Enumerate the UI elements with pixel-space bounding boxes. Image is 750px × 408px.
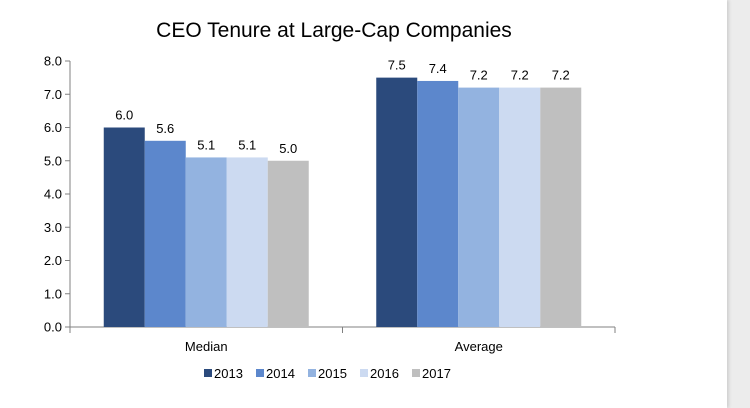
x-axis: Median Average <box>69 326 616 354</box>
data-label: 7.2 <box>511 68 529 83</box>
bar-2014-average <box>417 80 459 327</box>
legend-swatch-2015 <box>308 369 316 377</box>
bar-2017-average <box>540 87 582 327</box>
x-category-label: Average <box>455 339 503 354</box>
bar-2015-median <box>185 157 227 327</box>
y-tick-label: 0.0 <box>44 320 62 335</box>
legend-label: 2014 <box>266 366 295 381</box>
legend-label: 2016 <box>370 366 399 381</box>
bar-2015-average <box>458 87 500 327</box>
y-tick-label: 2.0 <box>44 253 62 268</box>
bar-2017-median <box>267 160 309 327</box>
data-label: 5.6 <box>156 121 174 136</box>
legend-swatch-2016 <box>360 369 368 377</box>
legend-swatch-2017 <box>412 369 420 377</box>
legend-label: 2015 <box>318 366 347 381</box>
y-tick-label: 7.0 <box>44 87 62 102</box>
x-category-label: Median <box>185 339 228 354</box>
bar-2014-median <box>144 140 186 327</box>
data-label: 7.5 <box>388 58 406 73</box>
y-tick-label: 5.0 <box>44 153 62 168</box>
legend-label: 2017 <box>422 366 451 381</box>
data-label: 5.1 <box>238 137 256 152</box>
data-label: 6.0 <box>115 108 133 123</box>
legend-label: 2013 <box>214 366 243 381</box>
y-tick-label: 6.0 <box>44 120 62 135</box>
y-axis: 0.0 1.0 2.0 3.0 4.0 5.0 6.0 7.0 8.0 <box>44 54 71 335</box>
data-label: 7.4 <box>429 61 447 76</box>
bar-2013-average <box>376 77 418 327</box>
y-tick-label: 3.0 <box>44 220 62 235</box>
legend-swatch-2013 <box>204 369 212 377</box>
data-label: 5.0 <box>279 141 297 156</box>
bar-data-labels: 6.0 5.6 5.1 5.1 5.0 7.5 7.4 7.2 7.2 7.2 <box>115 58 570 156</box>
bar-chart: CEO Tenure at Large-Cap Companies 0.0 1.0… <box>44 19 616 381</box>
bar-2013-median <box>103 127 145 327</box>
chart-area: CEO Tenure at Large-Cap Companies 0.0 1.0… <box>0 0 727 408</box>
legend-swatch-2014 <box>256 369 264 377</box>
y-tick-label: 8.0 <box>44 54 62 69</box>
bar-2016-median <box>226 157 268 327</box>
data-label: 7.2 <box>552 68 570 83</box>
data-label: 5.1 <box>197 137 215 152</box>
chart-title: CEO Tenure at Large-Cap Companies <box>156 19 512 42</box>
bar-2016-average <box>499 87 541 327</box>
y-tick-label: 1.0 <box>44 286 62 301</box>
bars <box>103 77 582 327</box>
data-label: 7.2 <box>470 68 488 83</box>
y-tick-label: 4.0 <box>44 187 62 202</box>
legend: 2013 2014 2015 2016 2017 <box>204 366 451 381</box>
